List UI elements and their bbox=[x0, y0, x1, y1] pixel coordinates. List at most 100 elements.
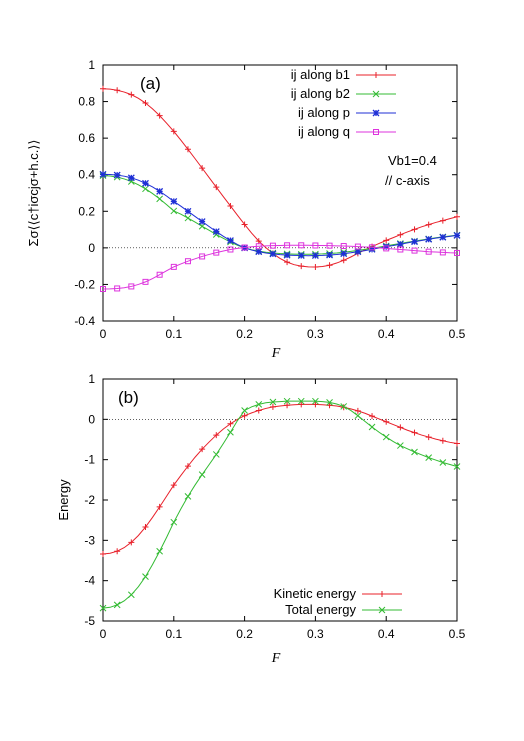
legend-swatch-marker bbox=[373, 129, 379, 135]
data-point-a-3 bbox=[100, 286, 106, 292]
y-axis-label-a: Σσ⟨⟨c†iσcjσ+h.c.⟩⟩ bbox=[26, 140, 41, 247]
data-point-b-1 bbox=[113, 601, 121, 609]
data-point-a-3 bbox=[439, 249, 446, 256]
data-point-a-2 bbox=[453, 231, 461, 239]
series-group-a bbox=[99, 85, 461, 292]
data-point-a-2 bbox=[411, 238, 418, 246]
data-point-b-0 bbox=[114, 548, 121, 555]
legend-swatch-marker bbox=[379, 591, 385, 597]
data-point-b-1 bbox=[212, 451, 220, 458]
data-point-a-2 bbox=[340, 250, 348, 258]
data-point-b-0 bbox=[213, 432, 220, 439]
data-point-b-0 bbox=[269, 403, 276, 410]
data-point-b-1 bbox=[156, 547, 163, 555]
x-tick-label: 0.2 bbox=[236, 327, 253, 341]
data-point-a-0 bbox=[184, 146, 191, 153]
data-point-b-0 bbox=[425, 434, 432, 441]
y-tick-label: 0.4 bbox=[78, 168, 95, 182]
data-point-b-0 bbox=[326, 402, 333, 409]
data-point-b-1 bbox=[241, 407, 248, 414]
data-point-a-2 bbox=[184, 207, 192, 215]
x-tick-label: 0.4 bbox=[378, 327, 395, 341]
data-point-b-0 bbox=[354, 407, 361, 414]
data-point-a-3 bbox=[312, 242, 319, 249]
data-point-a-3 bbox=[184, 258, 191, 265]
data-point-b-1 bbox=[127, 591, 135, 599]
data-point-a-3 bbox=[128, 283, 135, 290]
data-point-b-1 bbox=[142, 573, 149, 580]
data-point-a-3 bbox=[170, 263, 177, 270]
y-tick-label: -5 bbox=[84, 614, 95, 628]
series-group-b bbox=[99, 397, 461, 612]
data-point-a-3 bbox=[142, 278, 149, 285]
legend-label: ij along p bbox=[298, 105, 350, 120]
data-point-a-3 bbox=[269, 242, 276, 249]
data-point-a-0 bbox=[439, 217, 446, 224]
data-point-a-0 bbox=[100, 85, 106, 92]
data-point-a-0 bbox=[454, 213, 460, 220]
y-tick-label: -4 bbox=[84, 574, 95, 588]
y-tick-label: -2 bbox=[84, 493, 95, 507]
data-point-a-2 bbox=[311, 252, 319, 259]
data-point-b-0 bbox=[255, 407, 262, 414]
data-point-a-2 bbox=[212, 228, 220, 236]
data-point-b-0 bbox=[156, 503, 163, 510]
data-point-a-3 bbox=[241, 244, 248, 251]
data-point-a-3 bbox=[114, 285, 121, 292]
data-point-b-0 bbox=[100, 551, 106, 558]
y-tick-label: 0.8 bbox=[78, 95, 95, 109]
x-tick-label: 0.1 bbox=[165, 327, 182, 341]
data-point-a-3 bbox=[255, 243, 262, 250]
legend-swatch-marker bbox=[372, 90, 380, 98]
data-point-a-3 bbox=[369, 244, 376, 251]
data-point-b-0 bbox=[411, 429, 418, 436]
data-point-b-1 bbox=[411, 448, 418, 456]
data-point-a-0 bbox=[114, 87, 121, 94]
data-point-a-0 bbox=[241, 221, 248, 228]
data-point-a-3 bbox=[354, 243, 361, 250]
data-point-b-0 bbox=[284, 402, 291, 409]
data-point-a-2 bbox=[297, 252, 305, 259]
x-tick-label: 0.5 bbox=[449, 627, 466, 641]
data-point-a-2 bbox=[127, 174, 135, 182]
x-tick-label: 0.3 bbox=[307, 627, 324, 641]
data-point-a-0 bbox=[170, 128, 177, 135]
data-point-b-1 bbox=[198, 471, 206, 478]
x-tick-label: 0.4 bbox=[378, 627, 395, 641]
data-point-a-3 bbox=[411, 247, 418, 254]
data-point-a-3 bbox=[227, 246, 234, 253]
data-point-a-3 bbox=[156, 271, 163, 278]
x-axis-label-a: F bbox=[271, 346, 281, 361]
data-point-a-3 bbox=[326, 242, 333, 249]
x-tick-label: 0.2 bbox=[236, 627, 253, 641]
data-point-b-0 bbox=[369, 413, 376, 420]
data-point-a-2 bbox=[269, 250, 277, 258]
y-tick-label: -3 bbox=[84, 533, 95, 547]
data-point-a-0 bbox=[156, 112, 163, 119]
data-point-b-1 bbox=[99, 604, 107, 612]
data-point-a-2 bbox=[425, 235, 433, 243]
y-tick-label: 1 bbox=[88, 372, 95, 386]
data-point-b-1 bbox=[453, 463, 461, 470]
data-point-a-0 bbox=[383, 237, 390, 244]
data-point-b-0 bbox=[128, 539, 135, 546]
data-point-a-3 bbox=[340, 243, 347, 250]
series-line-b-1 bbox=[102, 400, 458, 609]
data-point-a-3 bbox=[454, 249, 460, 256]
data-point-b-1 bbox=[326, 399, 333, 406]
data-point-a-0 bbox=[411, 226, 418, 233]
y-tick-label: 1 bbox=[88, 58, 95, 72]
data-point-a-3 bbox=[199, 253, 206, 260]
annotation-axis: // c-axis bbox=[385, 173, 430, 188]
data-point-b-0 bbox=[454, 440, 460, 447]
data-point-b-1 bbox=[255, 401, 263, 408]
x-ticks-a: 0 0.1 0.2 0.3 0.4 0.5 bbox=[100, 65, 466, 341]
data-point-a-0 bbox=[284, 259, 291, 266]
data-point-b-1 bbox=[184, 493, 192, 500]
x-tick-label: 0 bbox=[100, 627, 107, 641]
data-point-b-1 bbox=[227, 428, 234, 436]
y-tick-label: -0.2 bbox=[74, 277, 95, 291]
series-line-a-3 bbox=[102, 244, 458, 290]
y-tick-label: -1 bbox=[84, 453, 95, 467]
